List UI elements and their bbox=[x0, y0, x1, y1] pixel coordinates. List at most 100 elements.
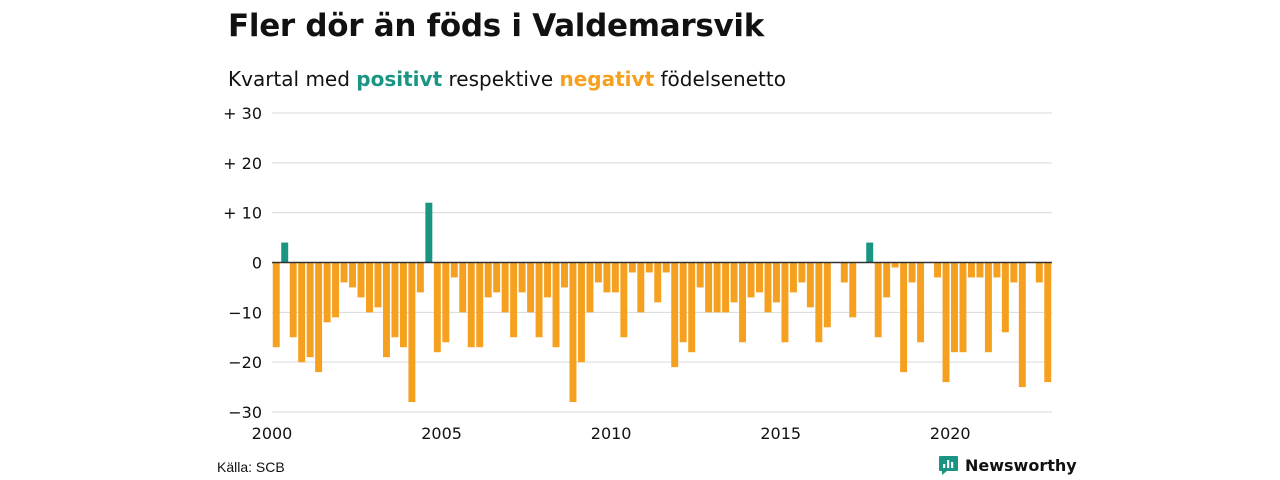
bar bbox=[730, 262, 738, 303]
bar bbox=[815, 262, 823, 343]
bar bbox=[569, 262, 577, 403]
bar bbox=[323, 262, 331, 323]
bar bbox=[1044, 262, 1052, 383]
bar bbox=[450, 262, 458, 278]
bar-chart: + 30 + 20 + 10 0 −10 −20 −30 2000 2005 2010 2015 20… bbox=[223, 104, 1052, 443]
bar bbox=[713, 262, 721, 313]
bar bbox=[637, 262, 645, 313]
bar bbox=[518, 262, 526, 293]
bar bbox=[510, 262, 518, 338]
y-tick-label: + 30 bbox=[223, 104, 262, 123]
bar bbox=[535, 262, 543, 338]
bar bbox=[823, 262, 831, 328]
bar bbox=[620, 262, 628, 338]
bar bbox=[993, 262, 1001, 278]
bar bbox=[306, 262, 314, 358]
bar bbox=[332, 262, 340, 318]
bar bbox=[315, 262, 323, 373]
bar bbox=[408, 262, 416, 403]
bar bbox=[459, 262, 467, 313]
bar bbox=[577, 262, 585, 363]
newsworthy-logo-icon bbox=[939, 456, 958, 475]
chart-subtitle: Kvartal med positivt respektive negativt… bbox=[228, 67, 786, 91]
bar bbox=[900, 262, 908, 373]
bar bbox=[594, 262, 602, 283]
bar bbox=[645, 262, 653, 273]
bar bbox=[764, 262, 772, 313]
chart-title: Fler dör än föds i Valdemarsvik bbox=[228, 8, 765, 44]
y-tick-label: −20 bbox=[228, 353, 262, 372]
bar bbox=[340, 262, 348, 283]
bar bbox=[874, 262, 882, 338]
bar bbox=[433, 262, 441, 353]
bar bbox=[628, 262, 636, 273]
bar bbox=[942, 262, 950, 383]
bar bbox=[586, 262, 594, 313]
bar bbox=[705, 262, 713, 313]
x-tick-label: 2000 bbox=[252, 424, 293, 443]
bar bbox=[984, 262, 992, 353]
bar bbox=[840, 262, 848, 283]
subtitle-middle: respektive bbox=[448, 67, 554, 91]
bar bbox=[696, 262, 704, 288]
bar bbox=[967, 262, 975, 278]
subtitle-positive-word: positivt bbox=[356, 67, 443, 91]
bar bbox=[772, 262, 780, 303]
bar bbox=[561, 262, 568, 288]
bar bbox=[281, 242, 289, 263]
y-tick-label: + 20 bbox=[223, 154, 262, 173]
brand[interactable]: Newsworthy bbox=[938, 455, 1077, 476]
bar bbox=[603, 262, 611, 293]
x-tick-label: 2020 bbox=[930, 424, 971, 443]
subtitle-prefix: Kvartal med bbox=[228, 67, 350, 91]
bar bbox=[382, 262, 390, 358]
bar bbox=[416, 262, 424, 293]
bar bbox=[476, 262, 484, 348]
bar bbox=[739, 262, 747, 343]
bar bbox=[357, 262, 365, 298]
bar bbox=[442, 262, 450, 343]
bar bbox=[366, 262, 373, 313]
bar bbox=[781, 262, 789, 343]
bar bbox=[484, 262, 492, 298]
bar bbox=[747, 262, 755, 298]
source-note: Källa: SCB bbox=[217, 459, 285, 475]
bar-layer bbox=[272, 202, 1052, 403]
bar bbox=[1010, 262, 1018, 283]
subtitle-negative-word: negativt bbox=[559, 67, 655, 91]
brand-name: Newsworthy bbox=[965, 456, 1077, 475]
bar bbox=[866, 242, 874, 263]
bar bbox=[662, 262, 670, 273]
y-tick-label: −10 bbox=[228, 303, 262, 322]
bar bbox=[1035, 262, 1043, 283]
bar bbox=[789, 262, 797, 293]
bar bbox=[1018, 262, 1026, 388]
bar bbox=[756, 262, 763, 293]
bar bbox=[688, 262, 696, 353]
x-tick-label: 2010 bbox=[591, 424, 632, 443]
bar bbox=[349, 262, 357, 288]
bar bbox=[806, 262, 814, 308]
bar bbox=[654, 262, 662, 303]
bar bbox=[272, 262, 280, 348]
bar bbox=[959, 262, 967, 353]
bar bbox=[722, 262, 730, 313]
bar bbox=[552, 262, 560, 348]
y-tick-label: 0 bbox=[252, 254, 262, 273]
axis-layer: + 30 + 20 + 10 0 −10 −20 −30 2000 2005 2010 2015 20… bbox=[223, 104, 1052, 443]
bar bbox=[544, 262, 552, 298]
bar bbox=[849, 262, 857, 318]
bar bbox=[501, 262, 509, 313]
bar bbox=[951, 262, 958, 353]
bar bbox=[891, 262, 899, 268]
bar bbox=[798, 262, 806, 283]
bar bbox=[527, 262, 535, 313]
bar bbox=[671, 262, 679, 368]
subtitle-suffix: födelsenetto bbox=[660, 67, 786, 91]
x-tick-label: 2015 bbox=[760, 424, 801, 443]
bar bbox=[391, 262, 399, 338]
bar bbox=[399, 262, 407, 348]
bar bbox=[611, 262, 619, 293]
bar bbox=[934, 262, 942, 278]
bar bbox=[908, 262, 916, 283]
